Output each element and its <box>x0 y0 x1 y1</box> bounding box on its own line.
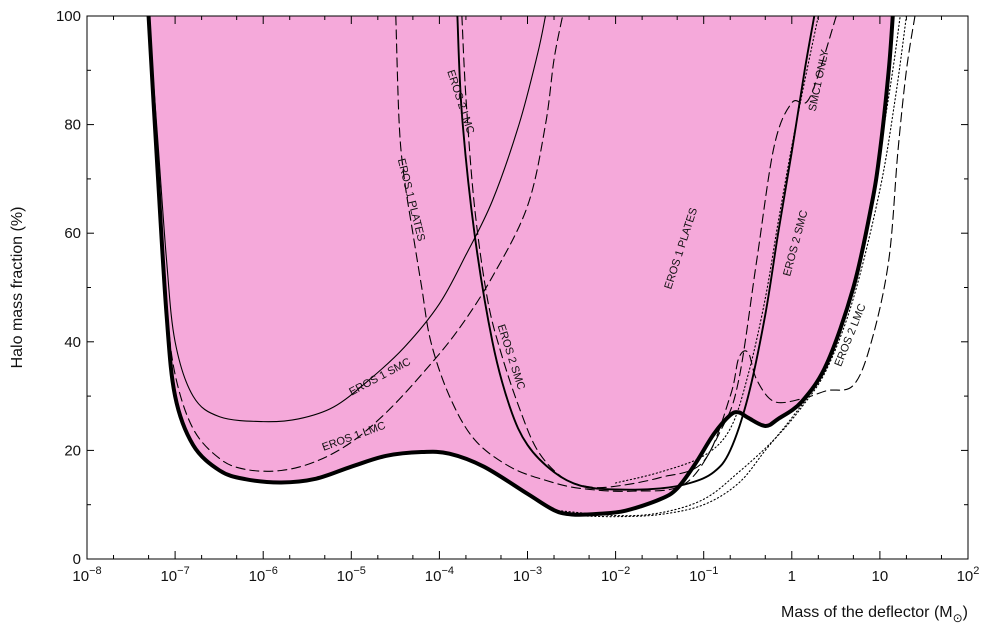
tick-layer: 0 20 40 60 80 100 10−8 10−7 10−6 10−5 10−4 10−3 10−2… <box>56 8 979 585</box>
y-tick-label: 0 <box>73 551 81 568</box>
x-tick-label: 10−1 <box>689 565 718 585</box>
x-tick-label: 10−2 <box>601 565 630 585</box>
x-tick-label: 10 <box>872 568 889 585</box>
y-tick-label: 20 <box>64 442 81 459</box>
y-tick-label: 100 <box>56 8 81 25</box>
fill-layer <box>148 16 893 515</box>
x-tick-label: 102 <box>957 565 980 585</box>
x-tick-label: 10−6 <box>249 565 278 585</box>
excluded-region-fill <box>148 16 893 515</box>
x-axis-title: Mass of the deflector (M⊙) <box>781 604 968 625</box>
series-line-eros-1-plates <box>395 16 837 492</box>
x-tick-label: 10−8 <box>72 565 101 585</box>
x-tick-label: 10−5 <box>337 565 366 585</box>
excluded-region-boundary <box>146 16 895 517</box>
x-tick-label: 10−3 <box>513 565 542 585</box>
series-line-eros-2-lmc <box>461 16 916 489</box>
x-tick-label: 1 <box>788 568 796 585</box>
series-line-eros-1-smc <box>148 16 547 423</box>
y-tick-label: 40 <box>64 334 81 351</box>
series-line-unlabeled-7 <box>553 16 907 517</box>
y-tick-label: 80 <box>64 117 81 134</box>
curve-layer <box>146 16 916 518</box>
x-tick-label: 10−4 <box>425 565 454 585</box>
x-tick-label: 10−7 <box>160 565 189 585</box>
series-line-unlabeled-6 <box>615 16 819 484</box>
series-line-eros-2-smc <box>456 16 816 491</box>
y-tick-label: 60 <box>64 225 81 242</box>
y-axis-title: Halo mass fraction (%) <box>9 207 26 369</box>
